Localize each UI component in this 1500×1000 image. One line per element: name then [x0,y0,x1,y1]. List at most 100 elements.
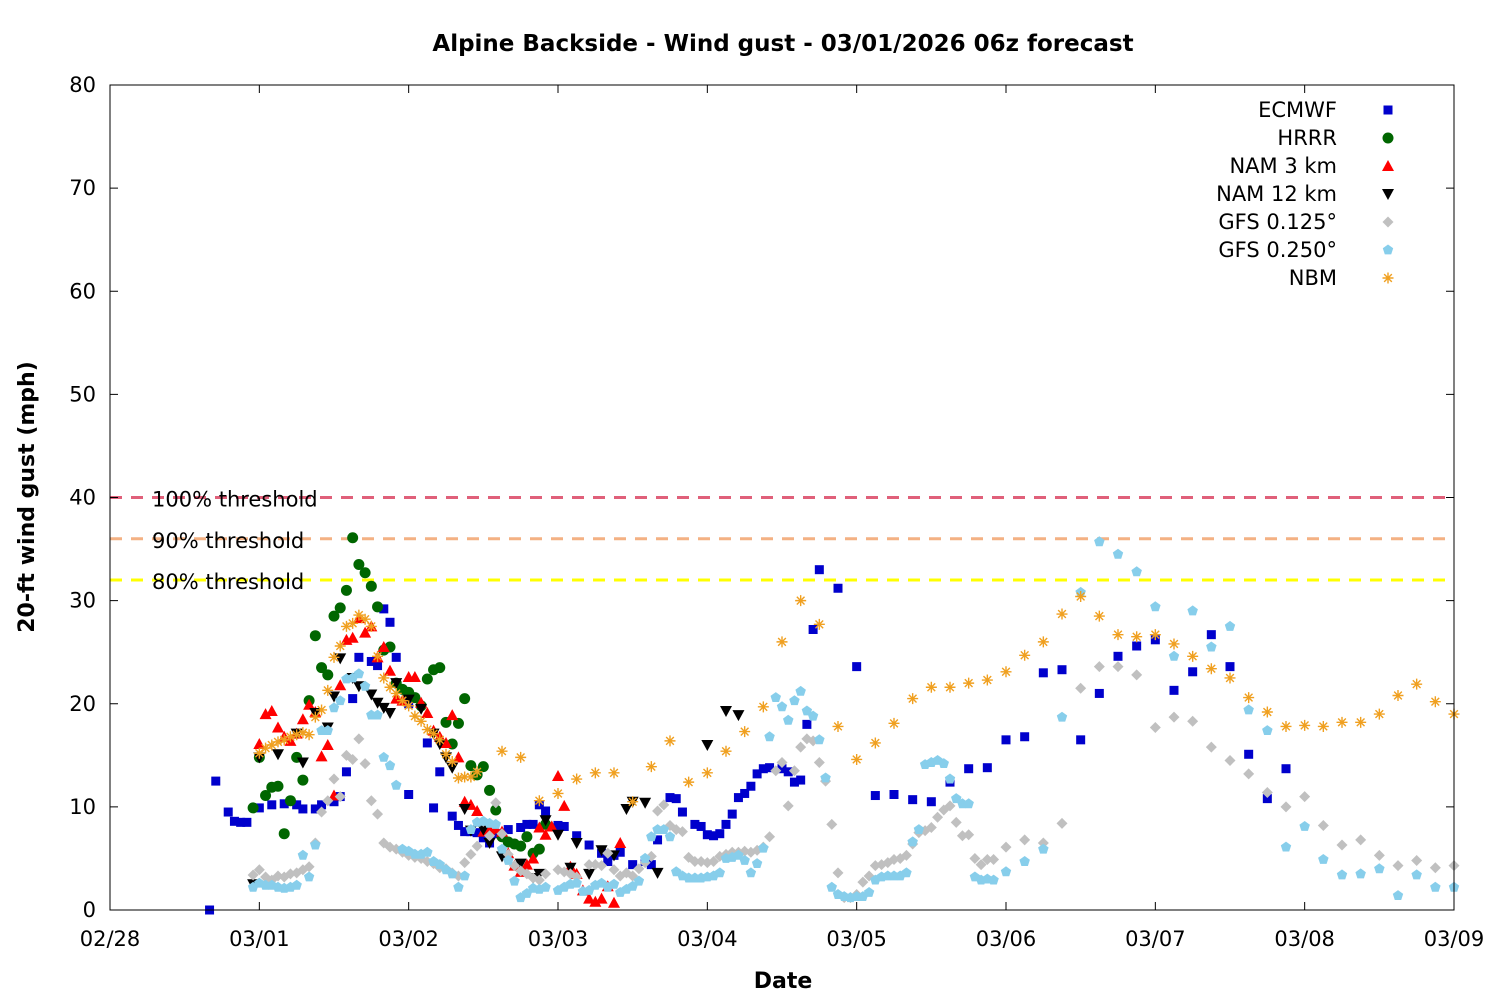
legend-marker [1383,105,1393,115]
data-point [553,820,563,830]
data-point [639,797,652,809]
legend-label: HRRR [1277,126,1337,150]
data-point [1056,608,1068,620]
data-point [572,831,582,841]
data-point [1336,716,1348,728]
data-point [795,741,807,753]
data-point [322,795,334,807]
data-point [1392,860,1404,872]
data-point [1205,741,1217,753]
data-point [764,731,775,742]
data-point [404,790,414,799]
data-point [1168,711,1180,723]
data-point [925,822,937,833]
data-point [1392,690,1404,701]
y-tick-label: 80 [69,73,96,97]
plot-frame [109,84,1455,911]
data-point [284,731,296,743]
data-point [664,735,676,747]
data-point [541,806,551,816]
data-point [372,808,384,820]
data-point [863,887,875,897]
legend-label: NAM 12 km [1216,182,1337,206]
data-point [372,601,384,613]
data-point [1411,855,1423,866]
legend-marker [1382,160,1394,171]
data-point [746,781,756,791]
data-point [740,788,750,798]
data-point [359,758,371,770]
data-point [552,769,564,781]
data-point [391,779,402,790]
data-point [1318,854,1329,864]
data-point [701,740,714,751]
data-point [888,717,900,729]
data-point [421,707,434,719]
data-point [1037,636,1049,648]
data-point [907,836,918,847]
data-point [384,760,396,771]
data-point [689,856,701,868]
data-point [963,829,975,841]
data-point [646,831,657,842]
data-point [266,739,278,751]
data-point [1019,856,1030,866]
data-point [247,802,259,814]
data-point [608,878,620,889]
x-tick-label: 03/03 [528,927,589,951]
data-point [913,824,925,834]
data-point [260,790,272,802]
data-point [384,664,396,676]
data-point [645,761,657,773]
data-point [379,604,389,614]
data-point [620,803,633,815]
data-point [303,861,315,873]
data-point [322,725,333,735]
data-point [421,724,433,736]
data-point [359,680,371,691]
data-point [223,807,233,817]
data-point [403,700,415,712]
data-point [533,843,545,855]
data-point [889,790,899,799]
data-point [253,737,266,749]
data-point [732,710,745,722]
data-point [267,800,277,810]
data-point [595,892,608,904]
data-point [1056,711,1068,722]
data-point [297,774,309,786]
data-point [589,895,602,907]
y-tick-label: 30 [69,589,96,613]
data-point [1038,843,1049,854]
data-point [272,780,284,792]
data-point [229,816,239,826]
axis-ticks: 0 10 20 30 40 50 60 70 80 02/28 03/01 03/02 03/03 03/… [69,73,1484,951]
data-point [1299,821,1310,831]
x-axis-label: Date [754,969,813,994]
data-point [309,630,321,642]
data-point [944,800,956,812]
data-point [795,685,806,696]
legend: ECMWF HRRR NAM 3 km NAM 12 km GFS 0.125° GFS … [1216,98,1394,290]
data-point [558,799,571,811]
data-point [446,709,459,721]
data-point [988,874,999,885]
data-point [683,776,695,788]
data-point [1280,841,1292,852]
data-point [1224,620,1236,631]
data-point [1057,665,1067,675]
data-point [465,848,477,860]
data-point [802,719,812,729]
data-point [254,803,264,813]
data-point [279,799,289,809]
data-point [515,840,527,852]
data-point [807,710,819,721]
legend-label: GFS 0.250° [1218,238,1337,262]
data-point [615,847,625,857]
data-point [596,860,608,872]
x-tick-label: 03/06 [976,927,1037,951]
data-point [533,874,545,886]
data-point [627,796,639,808]
data-point [322,669,334,681]
